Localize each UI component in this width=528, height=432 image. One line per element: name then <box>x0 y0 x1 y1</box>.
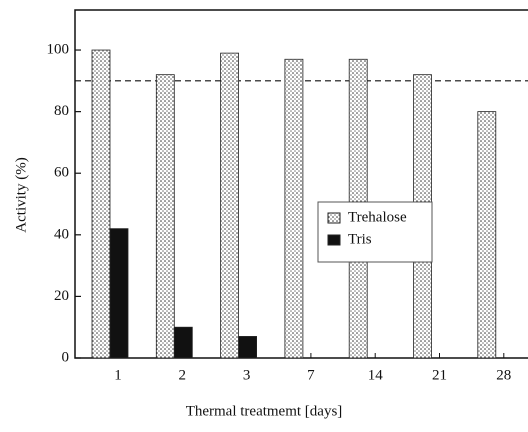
bar <box>220 52 240 359</box>
y-tick-label: 60 <box>54 165 69 181</box>
legend-label: Trehalose <box>348 209 407 225</box>
bar <box>238 336 258 359</box>
x-tick-label: 2 <box>179 367 187 383</box>
legend-swatch <box>327 212 341 224</box>
x-tick-label: 1 <box>114 367 122 383</box>
bar <box>155 74 175 359</box>
x-tick-label: 28 <box>496 367 511 383</box>
y-tick-label: 0 <box>62 349 70 365</box>
x-tick-label: 14 <box>368 367 384 383</box>
x-tick-label: 21 <box>432 367 447 383</box>
legend-swatch <box>327 234 341 246</box>
bar <box>477 111 497 359</box>
bar <box>284 58 304 359</box>
y-tick-label: 80 <box>54 103 69 119</box>
y-axis-label: Activity (%) <box>13 157 29 232</box>
bar <box>109 228 129 359</box>
bar <box>91 49 111 359</box>
legend-box <box>317 201 433 263</box>
legend-label: Tris <box>348 231 372 247</box>
bar <box>173 326 193 359</box>
plot-frame <box>74 9 528 359</box>
y-tick-label: 40 <box>54 226 69 242</box>
y-tick-label: 20 <box>54 288 69 304</box>
x-axis-label: Thermal treatmemt [days] <box>186 403 343 419</box>
x-tick-label: 7 <box>307 367 315 383</box>
x-tick-label: 3 <box>243 367 251 383</box>
y-tick-label: 100 <box>47 41 70 57</box>
